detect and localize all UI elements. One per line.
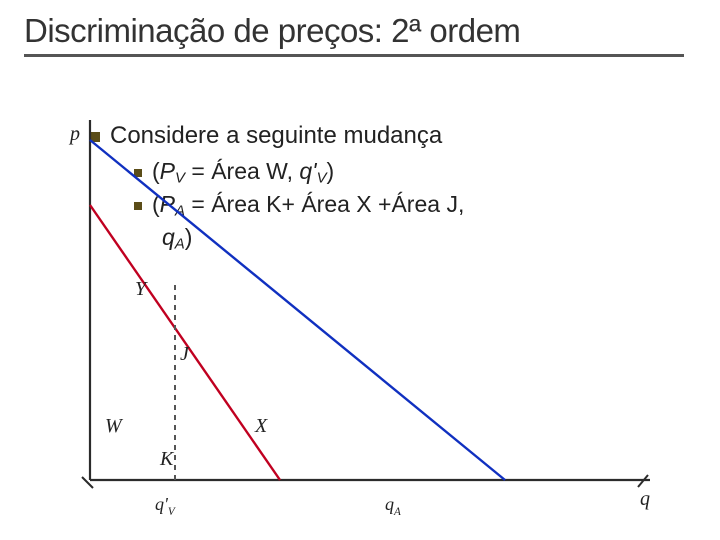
chart: p q Y J W K Xq'V qA bbox=[40, 110, 680, 520]
svg-text:W: W bbox=[105, 415, 124, 437]
svg-text:Y: Y bbox=[135, 278, 148, 300]
svg-text:p: p bbox=[68, 123, 80, 145]
svg-text:X: X bbox=[254, 415, 268, 437]
slide-title: Discriminação de preços: 2ª ordem bbox=[24, 12, 696, 50]
svg-text:K: K bbox=[159, 448, 175, 470]
svg-text:q'V: q'V bbox=[155, 494, 176, 518]
svg-text:q: q bbox=[640, 488, 650, 510]
svg-text:J: J bbox=[180, 343, 190, 365]
title-underline bbox=[24, 54, 684, 57]
svg-text:qA: qA bbox=[385, 494, 401, 518]
slide: Discriminação de preços: 2ª ordem Consid… bbox=[0, 0, 720, 540]
